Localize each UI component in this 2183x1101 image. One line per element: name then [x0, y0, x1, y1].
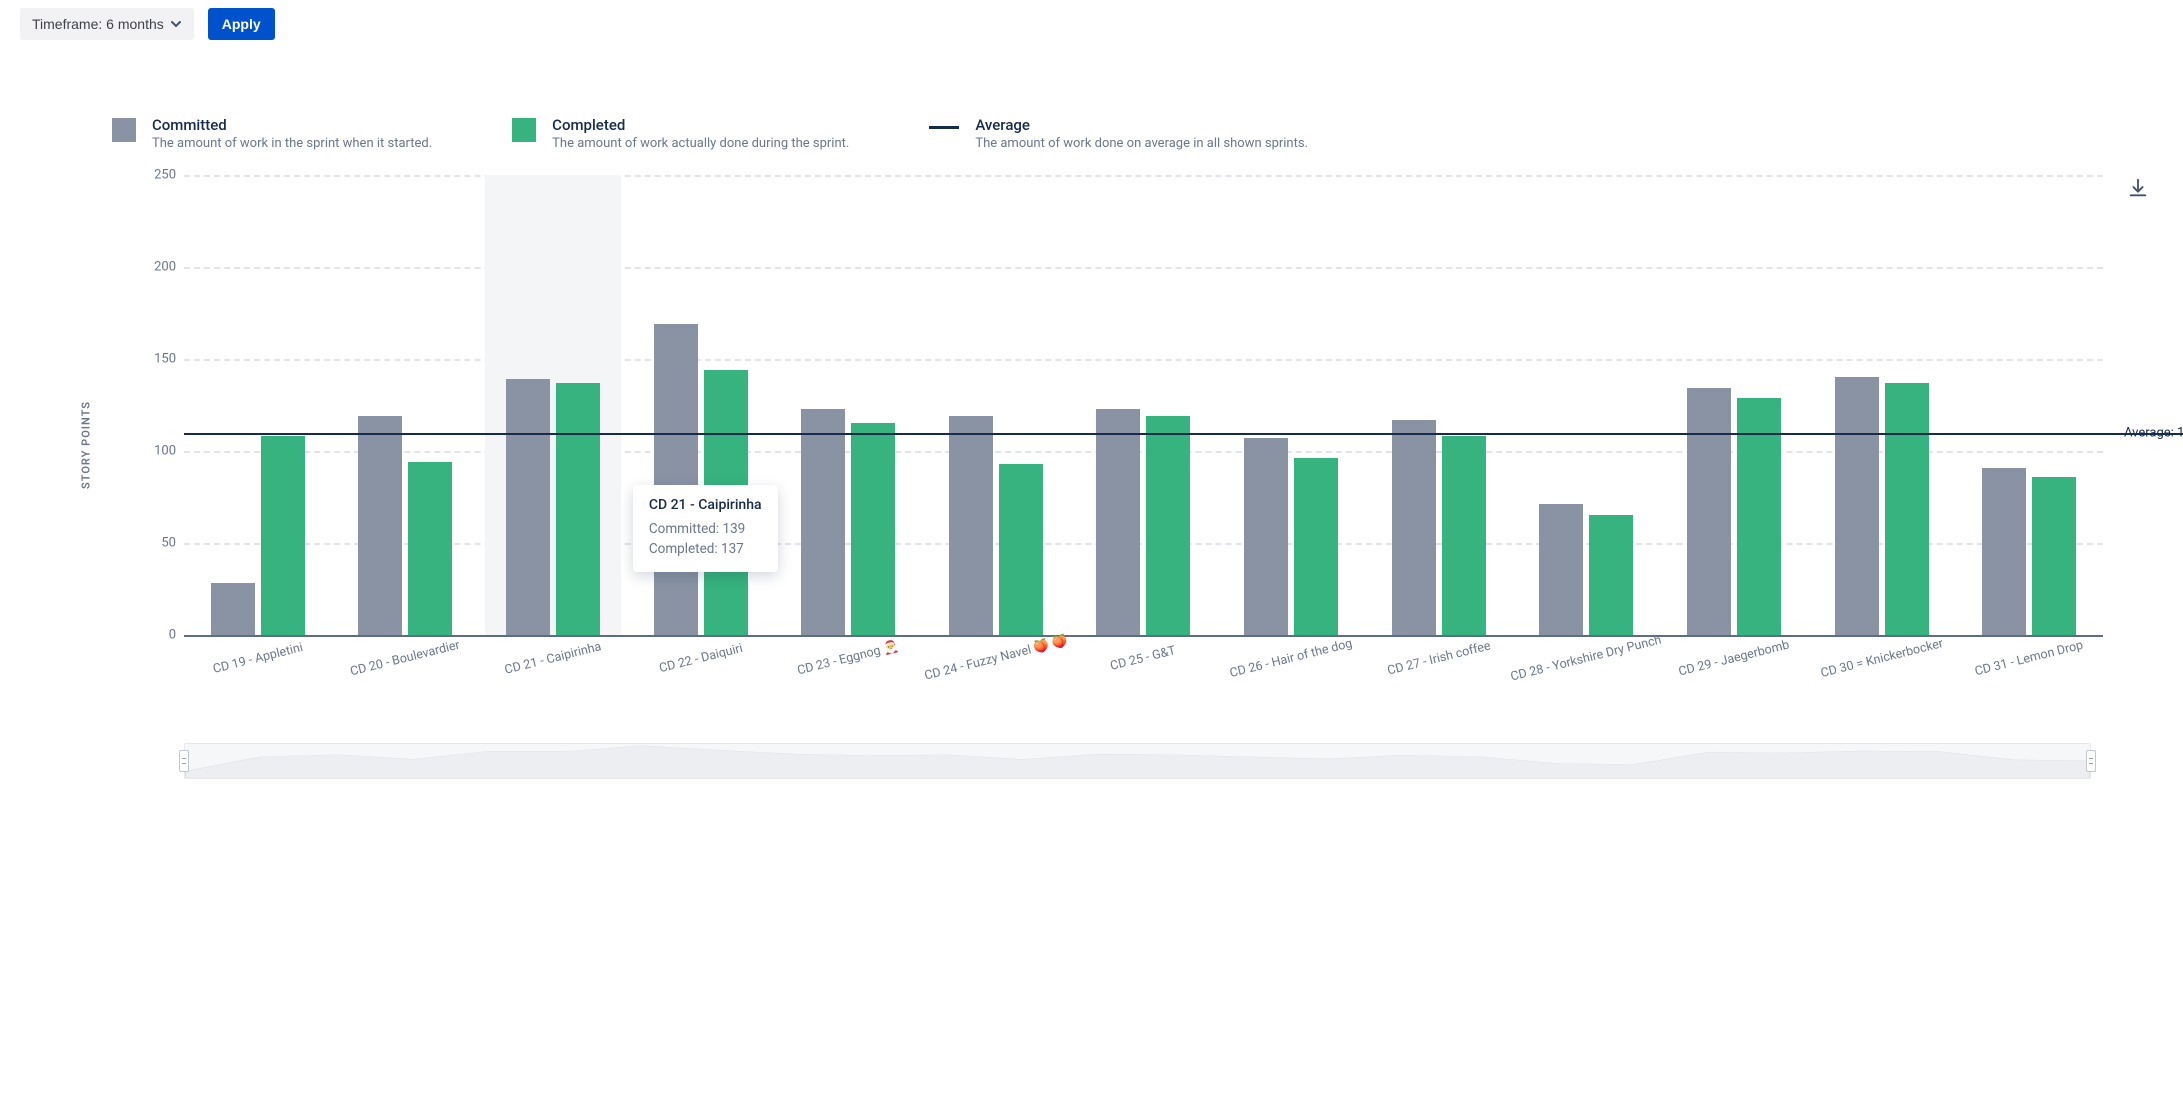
- bar-committed[interactable]: [211, 583, 255, 635]
- legend-item-committed: Committed The amount of work in the spri…: [112, 116, 432, 151]
- y-tick-label: 200: [140, 260, 176, 275]
- bar-committed[interactable]: [801, 409, 845, 635]
- bar-completed[interactable]: [851, 423, 895, 635]
- legend-swatch-committed: [112, 118, 136, 142]
- chart-tooltip: CD 21 - Caipirinha Committed: 139Complete…: [633, 485, 778, 572]
- chart-plot-area[interactable]: 050100150200250Average: 109.96CD 21 - Ca…: [184, 175, 2103, 635]
- legend-swatch-average: [929, 126, 959, 129]
- x-tick-label: CD 22 - Daiquiri: [627, 635, 775, 715]
- legend-swatch-completed: [512, 118, 536, 142]
- chart-legend: Committed The amount of work in the spri…: [112, 116, 2163, 151]
- y-tick-label: 50: [140, 536, 176, 551]
- bar-group[interactable]: [1217, 175, 1365, 635]
- bar-committed[interactable]: [358, 416, 402, 635]
- bar-committed[interactable]: [1982, 468, 2026, 635]
- x-tick-label: CD 19 - Appletini: [184, 635, 332, 715]
- y-tick-label: 250: [140, 168, 176, 183]
- x-tick-label: CD 30 = Knickerbocker: [1808, 635, 1956, 715]
- bar-completed[interactable]: [261, 436, 305, 635]
- y-tick-label: 150: [140, 352, 176, 367]
- x-tick-label: CD 20 - Boulevardier: [332, 635, 480, 715]
- bar-group[interactable]: [922, 175, 1070, 635]
- x-tick-label: CD 31 - Lemon Drop: [1955, 635, 2103, 715]
- x-tick-label: CD 21 - Caipirinha: [479, 635, 627, 715]
- bar-completed[interactable]: [1146, 416, 1190, 635]
- y-tick-label: 100: [140, 444, 176, 459]
- bar-committed[interactable]: [1539, 504, 1583, 635]
- legend-item-completed: Completed The amount of work actually do…: [512, 116, 849, 151]
- legend-desc-completed: The amount of work actually done during …: [552, 136, 849, 151]
- bar-committed[interactable]: [949, 416, 993, 635]
- legend-title-average: Average: [975, 116, 1308, 134]
- average-line: [184, 433, 2183, 435]
- bar-committed[interactable]: [1244, 438, 1288, 635]
- bar-completed[interactable]: [1442, 436, 1486, 635]
- bar-committed[interactable]: [506, 379, 550, 635]
- timeframe-dropdown[interactable]: Timeframe: 6 months: [20, 8, 194, 40]
- tooltip-row: Committed: 139: [649, 519, 762, 539]
- x-tick-label: CD 25 - G&T: [1070, 635, 1218, 715]
- legend-desc-committed: The amount of work in the sprint when it…: [152, 136, 432, 151]
- bar-completed[interactable]: [1885, 383, 1929, 635]
- bar-completed[interactable]: [556, 383, 600, 635]
- x-axis-labels: CD 19 - AppletiniCD 20 - BoulevardierCD …: [184, 635, 2103, 715]
- bar-group[interactable]: [1512, 175, 1660, 635]
- scrubber-track[interactable]: [184, 743, 2091, 779]
- bar-committed[interactable]: [1392, 420, 1436, 635]
- bar-group[interactable]: [1955, 175, 2103, 635]
- x-tick-label: CD 24 - Fuzzy Navel 🍑 🍑: [922, 635, 1070, 715]
- velocity-chart: STORY POINTS 050100150200250Average: 109…: [112, 175, 2103, 715]
- tooltip-title: CD 21 - Caipirinha: [649, 497, 762, 513]
- bar-group[interactable]: [1070, 175, 1218, 635]
- legend-desc-average: The amount of work done on average in al…: [975, 136, 1308, 151]
- bar-group[interactable]: [1660, 175, 1808, 635]
- bar-group[interactable]: [774, 175, 922, 635]
- y-axis-label: STORY POINTS: [79, 401, 92, 489]
- bar-group[interactable]: [1365, 175, 1513, 635]
- controls-bar: Timeframe: 6 months Apply: [20, 8, 2163, 40]
- x-tick-label: CD 23 - Eggnog 🎅: [774, 635, 922, 715]
- scrubber-sparkline: [185, 744, 2090, 778]
- bar-committed[interactable]: [1687, 388, 1731, 635]
- bar-completed[interactable]: [2032, 477, 2076, 635]
- bar-committed[interactable]: [654, 324, 698, 635]
- x-tick-label: CD 27 - Irish coffee: [1365, 635, 1513, 715]
- bars-container: [184, 175, 2103, 635]
- x-tick-label: CD 26 - Hair of the dog: [1217, 635, 1365, 715]
- bar-committed[interactable]: [1835, 377, 1879, 635]
- apply-button[interactable]: Apply: [208, 8, 275, 40]
- range-scrubber[interactable]: [184, 743, 2091, 779]
- legend-title-committed: Committed: [152, 116, 432, 134]
- bar-completed[interactable]: [1294, 458, 1338, 635]
- x-tick-label: CD 28 - Yorkshire Dry Punch: [1512, 635, 1660, 715]
- legend-item-average: Average The amount of work done on avera…: [929, 116, 1308, 151]
- legend-title-completed: Completed: [552, 116, 849, 134]
- chevron-down-icon: [170, 18, 182, 30]
- bar-group[interactable]: [479, 175, 627, 635]
- bar-completed[interactable]: [408, 462, 452, 635]
- bar-group[interactable]: [184, 175, 332, 635]
- y-tick-label: 0: [140, 628, 176, 643]
- bar-completed[interactable]: [999, 464, 1043, 635]
- bar-committed[interactable]: [1096, 409, 1140, 635]
- bar-group[interactable]: [332, 175, 480, 635]
- scrubber-handle-right[interactable]: [2086, 750, 2096, 772]
- tooltip-row: Completed: 137: [649, 539, 762, 559]
- scrubber-handle-left[interactable]: [179, 750, 189, 772]
- bar-completed[interactable]: [1589, 515, 1633, 635]
- timeframe-label: Timeframe: 6 months: [32, 16, 164, 32]
- download-icon[interactable]: [2127, 177, 2149, 199]
- bar-group[interactable]: [1808, 175, 1956, 635]
- x-tick-label: CD 29 - Jaegerbomb: [1660, 635, 1808, 715]
